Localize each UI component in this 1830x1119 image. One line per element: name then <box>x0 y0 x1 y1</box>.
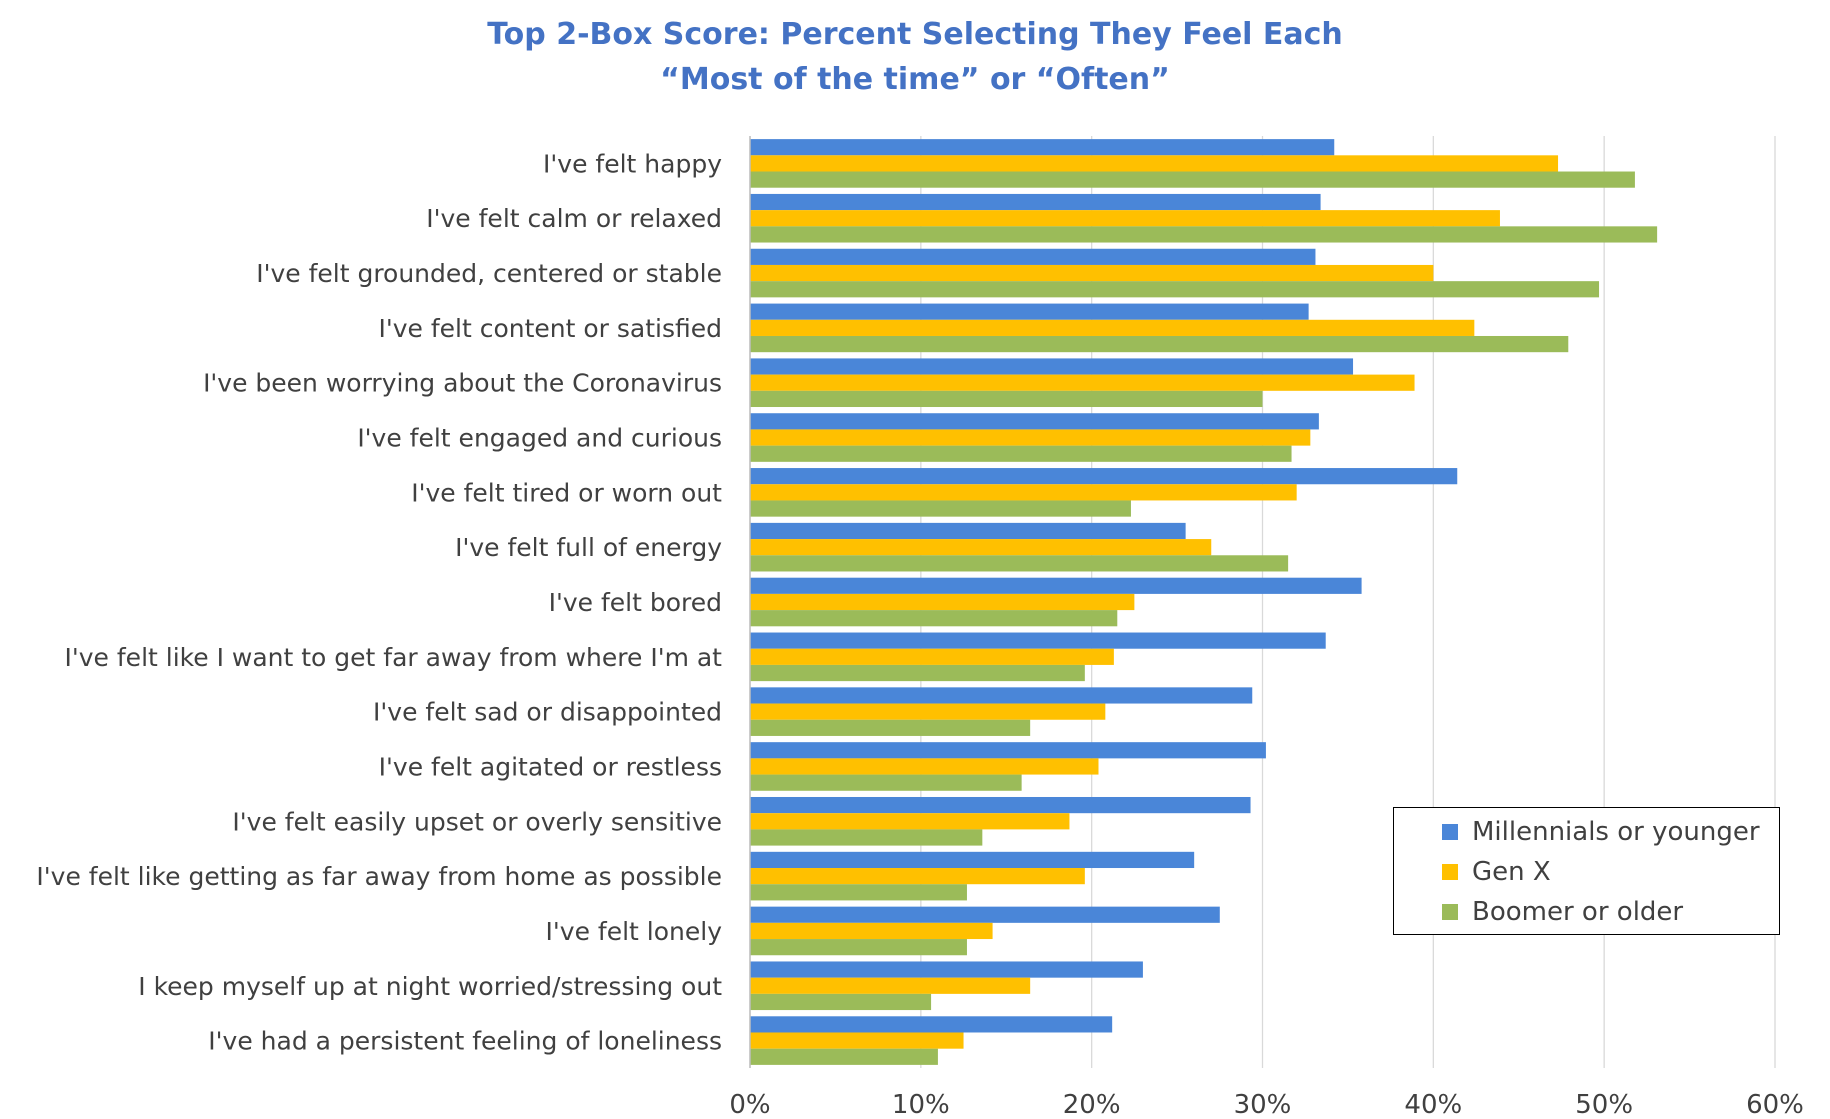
bar <box>750 248 1316 265</box>
bar <box>750 445 1292 462</box>
x-tick-label: 10% <box>892 1090 950 1119</box>
bar <box>750 374 1415 391</box>
bar <box>750 335 1569 353</box>
bar <box>750 977 1031 994</box>
bar <box>750 1016 1113 1033</box>
legend-swatch-gen-x <box>1442 864 1458 880</box>
chart-subtitle: “Most of the time” or “Often” <box>660 62 1170 97</box>
bar <box>750 281 1600 298</box>
bar <box>750 961 1143 978</box>
bar <box>750 719 1031 736</box>
bar <box>750 303 1309 320</box>
category-label: I've felt happy <box>543 149 722 178</box>
bar <box>750 796 1251 814</box>
bar <box>750 884 967 901</box>
category-label: I've had a persistent feeling of lonelin… <box>208 1027 722 1056</box>
category-label: I've felt tired or worn out <box>411 478 722 507</box>
bar <box>750 993 932 1011</box>
category-label: I've felt easily upset or overly sensiti… <box>232 807 722 836</box>
bar <box>750 610 1118 627</box>
legend-item-boomer: Boomer or older <box>1442 894 1683 930</box>
bar <box>750 139 1335 156</box>
category-label: I've felt like getting as far away from … <box>36 862 722 891</box>
legend-label-boomer: Boomer or older <box>1472 897 1684 927</box>
bar <box>750 539 1212 556</box>
category-label: I've felt content or satisfied <box>378 314 722 343</box>
bar <box>750 829 983 846</box>
bar <box>750 813 1070 830</box>
x-tick-label: 0% <box>729 1090 770 1119</box>
bar <box>750 703 1106 720</box>
x-tick-label: 40% <box>1404 1090 1462 1119</box>
category-label: I've felt full of energy <box>455 533 722 562</box>
category-label: I've felt agitated or restless <box>379 752 722 781</box>
bar <box>750 648 1114 665</box>
bar <box>750 413 1319 430</box>
bar <box>750 774 1022 791</box>
bar <box>750 555 1289 572</box>
x-tick-label: 30% <box>1234 1090 1292 1119</box>
bar <box>750 390 1263 408</box>
bar <box>750 210 1500 227</box>
legend-label-millennials: Millennials or younger <box>1472 817 1760 847</box>
category-label: I've felt grounded, centered or stable <box>256 259 722 288</box>
category-label: I keep myself up at night worried/stress… <box>138 972 722 1001</box>
legend-item-millennials: Millennials or younger <box>1442 814 1760 850</box>
x-tick-label: 50% <box>1575 1090 1633 1119</box>
bar <box>750 742 1266 759</box>
bar <box>750 632 1326 649</box>
legend-label-gen-x: Gen X <box>1472 857 1551 887</box>
bar <box>750 593 1135 611</box>
category-label: I've been worrying about the Coronavirus <box>203 369 722 398</box>
bar <box>750 484 1297 501</box>
x-tick-label: 20% <box>1063 1090 1121 1119</box>
bar <box>750 664 1085 682</box>
bar <box>750 358 1354 375</box>
bar <box>750 155 1559 172</box>
bar <box>750 687 1253 704</box>
legend-swatch-boomer <box>1442 904 1458 920</box>
bar <box>750 758 1099 775</box>
bar <box>750 1032 964 1049</box>
legend-item-gen-x: Gen X <box>1442 854 1551 890</box>
category-label: I've felt bored <box>549 588 722 617</box>
bar <box>750 429 1311 446</box>
bar <box>750 868 1085 885</box>
legend-swatch-millennials <box>1442 824 1458 840</box>
bar <box>750 193 1321 211</box>
bar <box>750 226 1658 243</box>
category-label: I've felt engaged and curious <box>357 424 722 453</box>
bar <box>750 1048 938 1065</box>
bar <box>750 468 1458 485</box>
bar <box>750 922 993 940</box>
bar <box>750 851 1195 869</box>
bar <box>750 171 1635 188</box>
category-label: I've felt sad or disappointed <box>373 698 722 727</box>
bar <box>750 906 1220 923</box>
bar <box>750 319 1475 336</box>
legend: Millennials or younger Gen X Boomer or o… <box>1393 807 1780 935</box>
bar <box>750 522 1186 540</box>
category-label: I've felt lonely <box>546 917 723 946</box>
category-label: I've felt calm or relaxed <box>426 204 722 233</box>
category-label: I've felt like I want to get far away fr… <box>65 643 723 672</box>
bar <box>750 264 1434 282</box>
bar <box>750 577 1362 594</box>
x-tick-label: 60% <box>1746 1090 1804 1119</box>
chart-title: Top 2-Box Score: Percent Selecting They … <box>487 17 1343 52</box>
bar <box>750 500 1131 517</box>
bar <box>750 939 967 956</box>
